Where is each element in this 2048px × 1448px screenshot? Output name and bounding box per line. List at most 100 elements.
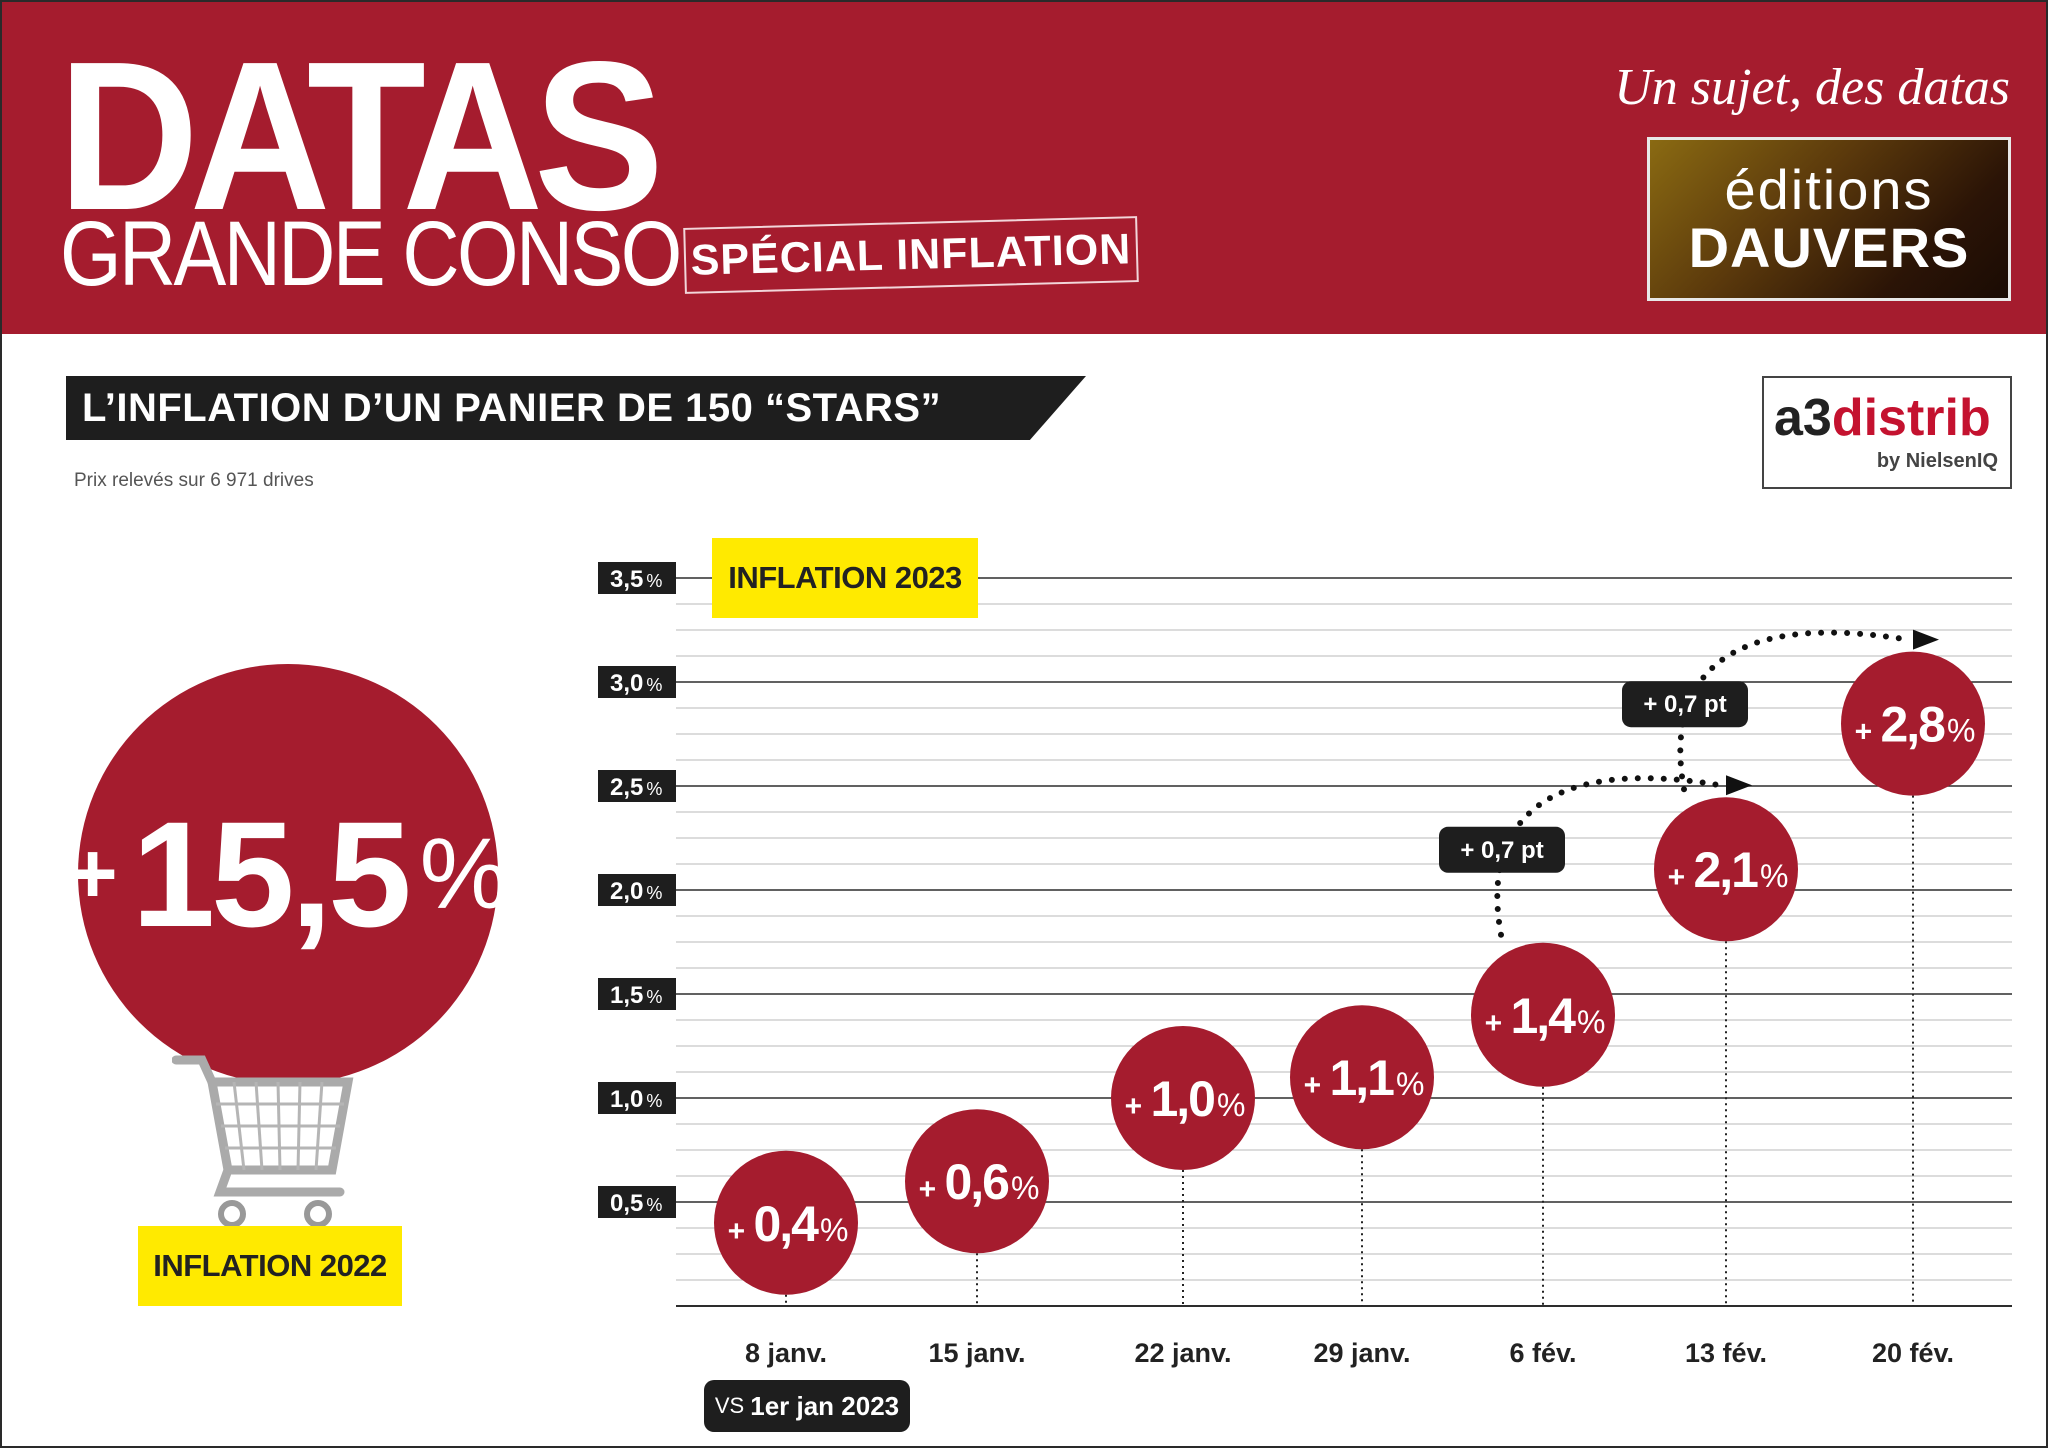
x-tick-label: 15 janv. (928, 1338, 1025, 1368)
y-tick-label: 0,5% (598, 1186, 676, 1218)
section-subtitle: Prix relevés sur 6 971 drives (74, 470, 314, 491)
chart-title: INFLATION 2023 (712, 538, 978, 618)
data-label: + 0,6% (919, 1154, 1040, 1210)
data-label: + 2,8% (1855, 697, 1976, 753)
y-tick-unit: % (646, 1091, 662, 1111)
base-note-prefix: VS (714, 1393, 745, 1418)
data-label-sign: + (1304, 1069, 1330, 1102)
annotation-arrow-path (1677, 629, 1910, 793)
section-title-bar (66, 376, 1086, 440)
data-point: + 0,6% (905, 1109, 1049, 1254)
data-point: + 1,4% (1471, 942, 1615, 1087)
y-tick-box (598, 666, 676, 698)
y-tick-text: 3,5% (610, 566, 662, 593)
header-banner: DATAS GRANDE CONSO SPÉCIAL INFLATION Un … (2, 2, 2046, 334)
annotation-pill (1439, 826, 1565, 873)
data-label-unit: % (1947, 713, 1975, 749)
source-logo-name-b: distrib (1831, 389, 1991, 447)
data-label-sign: + (1668, 861, 1694, 894)
x-tick-label: 6 fév. (1509, 1338, 1576, 1368)
arrow-right-icon (1726, 775, 1752, 796)
data-label-unit: % (1011, 1170, 1039, 1206)
data-point-circle (714, 1150, 858, 1295)
annotation-text: + 0,7 pt (1460, 837, 1543, 864)
data-point: + 2,8% (1841, 651, 1985, 796)
y-tick-unit: % (646, 571, 662, 591)
y-tick-text: 3,0% (610, 670, 662, 697)
x-tick-label: 22 janv. (1134, 1338, 1231, 1368)
special-inflation-badge: SPÉCIAL INFLATION (683, 216, 1139, 294)
data-point-circle (1841, 651, 1985, 796)
data-point-circle (1471, 942, 1615, 1087)
data-label: + 0,4% (728, 1196, 849, 1252)
shopping-cart-icon (172, 1055, 354, 1228)
y-tick-text: 2,5% (610, 774, 662, 801)
source-logo-name: a3distrib (1774, 392, 1991, 444)
y-tick-label: 1,5% (598, 978, 676, 1010)
annual-sign: + (67, 825, 118, 922)
data-label-sign: + (1485, 1007, 1511, 1040)
annotation-arrow-path (1494, 775, 1723, 938)
y-tick-text: 0,5% (610, 1190, 662, 1217)
x-tick-label: 20 fév. (1872, 1338, 1954, 1368)
section-title: L’INFLATION D’UN PANIER DE 150 “STARS” (82, 386, 942, 430)
data-label-unit: % (1396, 1066, 1424, 1102)
y-tick-unit: % (646, 1195, 662, 1215)
y-tick-text: 1,5% (610, 982, 662, 1009)
data-label-unit: % (1760, 858, 1788, 894)
data-point-circle (1654, 797, 1798, 942)
tagline: Un sujet, des datas (1614, 59, 2010, 116)
data-label-unit: % (1577, 1004, 1605, 1040)
data-label-value: 1,1 (1329, 1050, 1394, 1106)
y-tick-label: 3,5% (598, 562, 676, 594)
annual-inflation-label: INFLATION 2022 (138, 1226, 402, 1306)
x-tick-label: 13 fév. (1685, 1338, 1767, 1368)
data-label: + 1,0% (1125, 1071, 1246, 1127)
x-tick-label: 8 janv. (745, 1338, 827, 1368)
y-tick-box (598, 1186, 676, 1218)
y-tick-box (598, 1082, 676, 1114)
y-tick-box (598, 978, 676, 1010)
source-logo: a3distrib by NielsenIQ (1762, 376, 2012, 489)
annotation-label: + 0,7 pt (1622, 681, 1748, 728)
data-label-value: 0,6 (944, 1154, 1008, 1210)
data-label-unit: % (820, 1212, 848, 1248)
annual-unit: % (419, 817, 509, 930)
y-tick-unit: % (646, 883, 662, 903)
annotation-label: + 0,7 pt (1439, 826, 1565, 873)
y-tick-box (598, 874, 676, 906)
annotation-pill (1622, 681, 1748, 728)
data-label-sign: + (728, 1215, 754, 1248)
data-label-unit: % (1217, 1087, 1245, 1123)
source-logo-name-a: a3 (1774, 389, 1832, 447)
data-label-sign: + (919, 1173, 945, 1206)
y-tick-text: 2,0% (610, 878, 662, 905)
data-point: + 1,1% (1290, 1005, 1434, 1150)
arrow-right-icon (1913, 629, 1939, 650)
data-point: + 0,4% (714, 1150, 858, 1295)
source-logo-byline: by NielsenIQ (1876, 450, 1998, 472)
data-point-circle (905, 1109, 1049, 1254)
data-label: + 2,1% (1668, 842, 1789, 898)
y-tick-box (598, 770, 676, 802)
annual-inflation-bubble: + 15,5 % (67, 664, 509, 1084)
y-tick-unit: % (646, 675, 662, 695)
data-point: + 2,1% (1654, 797, 1798, 942)
publisher-logo: éditions DAUVERS (1647, 137, 2011, 301)
data-label: + 1,4% (1485, 988, 1606, 1044)
y-tick-label: 2,0% (598, 874, 676, 906)
brand-title: DATAS (58, 17, 664, 254)
base-note-main: 1er jan 2023 (750, 1390, 900, 1421)
data-point-circle (1290, 1005, 1434, 1150)
y-tick-text: 1,0% (610, 1086, 662, 1113)
publisher-logo-line1: éditions (1724, 158, 1934, 221)
data-label-value: 2,1 (1693, 842, 1758, 898)
base-date-note: VS 1er jan 2023 (704, 1380, 910, 1432)
data-label-sign: + (1855, 716, 1881, 749)
data-label-value: 1,4 (1510, 988, 1576, 1044)
y-tick-box (598, 562, 676, 594)
y-tick-label: 3,0% (598, 666, 676, 698)
publisher-logo-line2: DAUVERS (1688, 216, 1970, 279)
